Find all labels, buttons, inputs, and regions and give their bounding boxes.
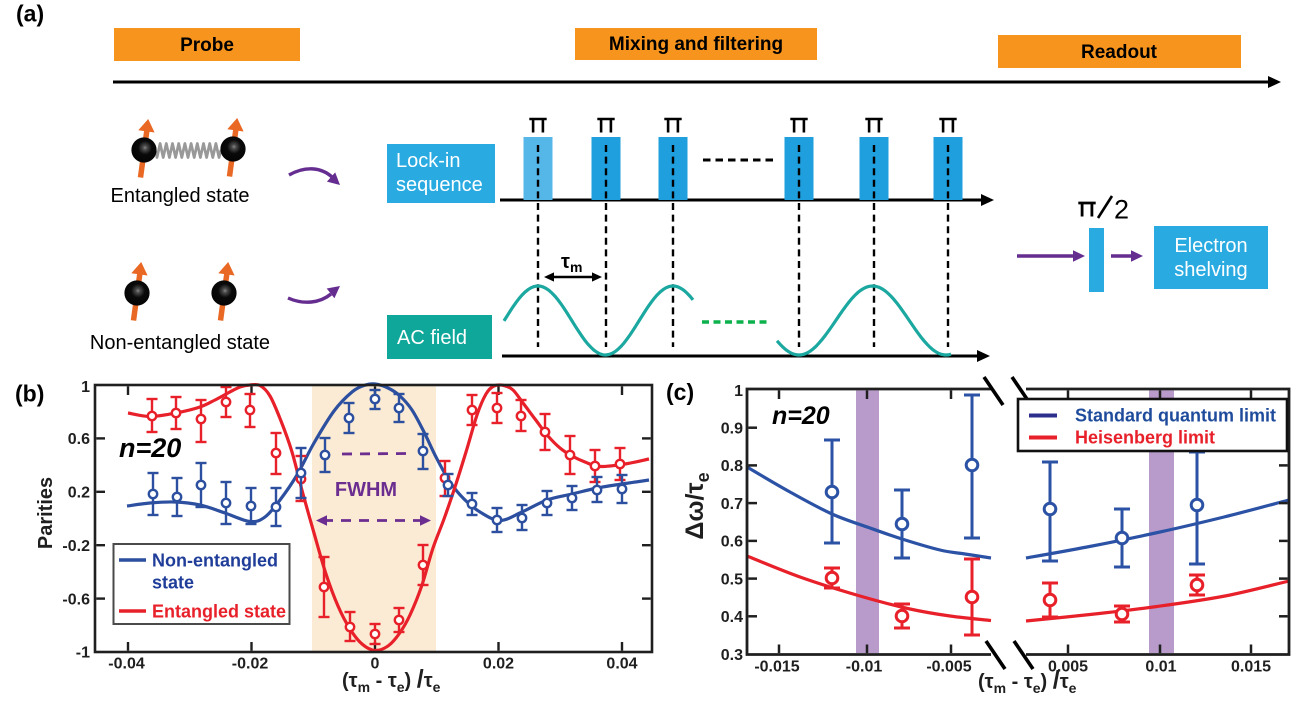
svg-text:-0.015: -0.015	[754, 659, 799, 676]
svg-text:Lock-in: Lock-in	[396, 150, 460, 172]
svg-text:FWHM: FWHM	[335, 479, 397, 501]
svg-text:-0.02: -0.02	[232, 656, 269, 673]
svg-text:(τm - τe) /τe: (τm - τe) /τe	[978, 666, 1077, 696]
svg-text:0.2: 0.2	[68, 485, 90, 502]
svg-text:0.3: 0.3	[721, 647, 743, 664]
svg-text:Entangled state: Entangled state	[111, 185, 250, 207]
svg-text:Probe: Probe	[180, 35, 234, 56]
svg-text:0.6: 0.6	[68, 431, 90, 448]
svg-text:0: 0	[371, 656, 380, 673]
svg-text:Standard quantum limit: Standard quantum limit	[1075, 406, 1276, 426]
svg-text:Heisenberg limit: Heisenberg limit	[1075, 428, 1215, 448]
svg-text:(a): (a)	[16, 1, 44, 27]
svg-text:Non-entangled: Non-entangled	[152, 551, 278, 571]
svg-text:Mixing and filtering: Mixing and filtering	[609, 34, 783, 55]
svg-text:state: state	[152, 573, 194, 593]
svg-text:Δω/τe: Δω/τe	[681, 472, 713, 539]
svg-text:0.5: 0.5	[721, 571, 743, 588]
svg-text:(τm - τe) /τe: (τm - τe) /τe	[342, 665, 441, 695]
svg-text:Electron: Electron	[1174, 235, 1247, 257]
svg-text:0.6: 0.6	[721, 534, 743, 551]
svg-text:0.02: 0.02	[483, 656, 514, 673]
svg-text:sequence: sequence	[396, 174, 483, 196]
svg-text:2: 2	[1114, 195, 1129, 225]
svg-text:(b): (b)	[15, 381, 44, 407]
svg-text:0.9: 0.9	[721, 421, 743, 438]
svg-text:shelving: shelving	[1174, 259, 1247, 281]
svg-text:Non-entangled state: Non-entangled state	[90, 332, 270, 354]
svg-text:-1: -1	[76, 644, 90, 661]
svg-text:1: 1	[734, 383, 743, 400]
svg-text:Readout: Readout	[1081, 42, 1158, 63]
svg-text:0.01: 0.01	[1145, 659, 1176, 676]
svg-text:-0.04: -0.04	[108, 656, 145, 673]
svg-text:-0.01: -0.01	[846, 659, 883, 676]
svg-text:AC field: AC field	[397, 327, 467, 349]
svg-text:Parities: Parities	[35, 477, 57, 549]
svg-text:0.015: 0.015	[1231, 659, 1271, 676]
svg-text:n=20: n=20	[119, 433, 181, 463]
svg-text:1: 1	[81, 379, 90, 396]
svg-text:-0.6: -0.6	[62, 591, 90, 608]
svg-text:(c): (c)	[666, 379, 694, 405]
svg-text:0.4: 0.4	[721, 609, 743, 626]
svg-text:n=20: n=20	[772, 402, 830, 430]
svg-text:0.8: 0.8	[721, 458, 743, 475]
svg-text:0.7: 0.7	[721, 496, 743, 513]
svg-text:0.005: 0.005	[1048, 659, 1088, 676]
svg-text:-0.2: -0.2	[62, 538, 90, 555]
svg-text:0.04: 0.04	[606, 656, 637, 673]
svg-text:Entangled state: Entangled state	[152, 602, 286, 622]
svg-text:-0.005: -0.005	[926, 659, 971, 676]
